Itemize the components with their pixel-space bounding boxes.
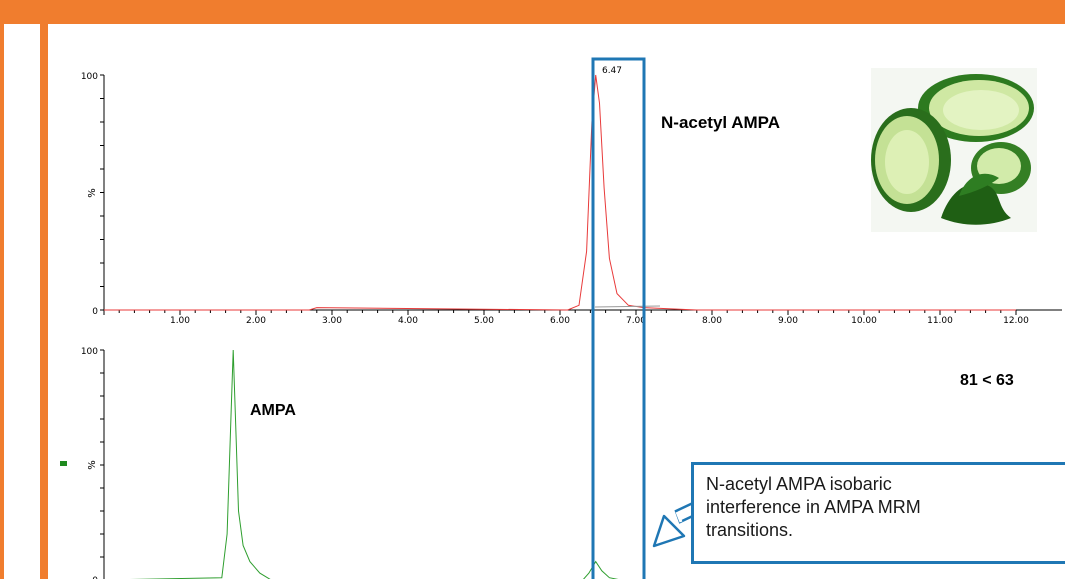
- annotation-line-1: N-acetyl AMPA isobaric: [706, 474, 892, 494]
- x-tick-label: 1.00: [170, 316, 190, 326]
- x-tick-label: 6.00: [550, 316, 570, 326]
- annotation-line-3: transitions.: [706, 520, 794, 540]
- bottom-y-minor-ticks: [100, 349, 104, 558]
- top-baseline-gray: [594, 305, 661, 308]
- x-tick-label: 9.00: [778, 316, 798, 326]
- x-tick-label: 7.00: [626, 316, 646, 326]
- top-y-label: %: [87, 188, 98, 198]
- peak-rt-label: 6.47: [602, 66, 622, 76]
- x-tick-label: 4.00: [398, 316, 418, 326]
- annotation-line-2: interference in AMPA MRM: [706, 497, 921, 517]
- frame-left-bar: [40, 24, 48, 579]
- x-tick-label: 10.00: [851, 316, 877, 326]
- transition-label: 81 < 63: [960, 372, 1014, 389]
- x-tick-label: 8.00: [702, 316, 722, 326]
- top-x-tick-labels: 1.00 2.00 3.00 4.00 5.00 6.00 7.00 8.00 9.00 10.0…: [170, 316, 1029, 326]
- x-tick-label: 11.00: [927, 316, 953, 326]
- x-tick-label: 2.00: [246, 316, 266, 326]
- cucumber-slices-icon: [871, 68, 1037, 232]
- top-chromatogram: 100 0 % 1.00 2.00 3.00 4.00 5.00 6.00 7.00 8.00…: [81, 66, 1062, 326]
- frame-top-bar: [0, 0, 1065, 24]
- top-minor-ticks: [103, 310, 1017, 315]
- x-tick-label: 3.00: [322, 316, 342, 326]
- annotation-callout: N-acetyl AMPA isobaric interference in A…: [691, 462, 1065, 564]
- bottom-compound-label: AMPA: [250, 402, 296, 419]
- bottom-y-tick-100: 100: [81, 347, 98, 357]
- top-compound-label: N-acetyl AMPA: [661, 113, 781, 132]
- bottom-chromatogram: 100 0 %: [60, 347, 619, 579]
- bottom-series-line: [129, 349, 619, 579]
- frame-left-edge: [0, 24, 4, 579]
- top-y-tick-0: 0: [92, 307, 98, 317]
- top-y-minor-ticks: [100, 74, 104, 311]
- callout-arrow: [652, 501, 699, 548]
- x-tick-label: 12.00: [1003, 316, 1029, 326]
- x-tick-label: 5.00: [474, 316, 494, 326]
- channel-marker: [60, 461, 67, 466]
- bottom-y-tick-0: 0: [92, 576, 98, 579]
- retention-highlight-box: [591, 57, 646, 579]
- top-y-tick-100: 100: [81, 72, 98, 82]
- bottom-y-label: %: [87, 460, 98, 470]
